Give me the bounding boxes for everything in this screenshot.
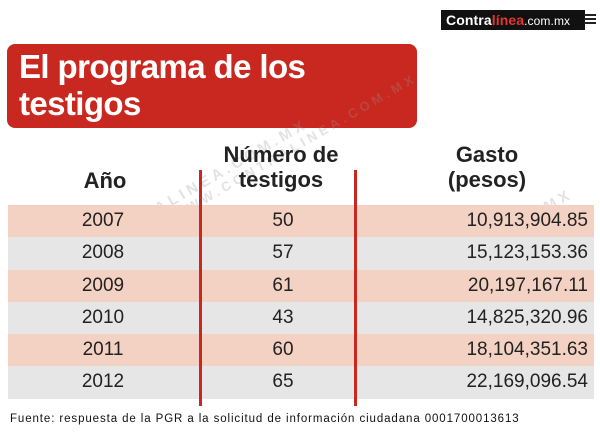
brand-part-linea: línea (491, 12, 525, 28)
cell-witnesses: 60 (272, 339, 294, 361)
cell-witnesses: 43 (272, 306, 294, 328)
title-banner: El programa de los testigos colaboradore… (7, 44, 417, 159)
cell-witnesses: 61 (272, 274, 294, 296)
cell-year: 2011 (82, 339, 124, 361)
cell-year: 2010 (81, 306, 125, 328)
cell-expense: 15,123,153.36 (466, 242, 588, 264)
cell-witnesses: 65 (272, 371, 294, 393)
brand-stripes (584, 14, 596, 26)
header-expense: Gasto (pesos) (392, 142, 582, 192)
source-note: Fuente: respuesta de la PGR a la solicit… (10, 413, 520, 425)
header-number-of-witnesses: Número de testigos (206, 142, 356, 192)
cell-witnesses: 50 (272, 210, 294, 231)
brand-part-contra: Contra (446, 12, 492, 28)
cell-witnesses: 57 (272, 242, 294, 264)
brand-logo: Contralínea.com.mx (441, 10, 585, 30)
cell-expense: 22,169,096.54 (466, 371, 588, 393)
cell-expense: 10,913,904.85 (466, 210, 588, 231)
table-row: 2009 61 20,197,167.11 (8, 269, 594, 302)
column-divider (199, 170, 202, 406)
header-number-line-2: testigos (238, 167, 324, 192)
header-expense-line-2: (pesos) (447, 167, 527, 192)
brand-part-domain: .com.mx (524, 14, 571, 28)
cell-expense: 20,197,167.11 (467, 274, 588, 296)
column-divider (354, 170, 357, 406)
cell-expense: 14,825,320.96 (466, 306, 588, 328)
title-line-1: El programa de los testigos (19, 48, 306, 122)
cell-year: 2007 (81, 210, 125, 231)
table-row: 2008 57 15,123,153.36 (8, 237, 594, 270)
header-expense-line-1: Gasto (455, 142, 519, 167)
table-row: 2010 43 14,825,320.96 (8, 301, 594, 335)
cell-expense: 18,104,351.63 (466, 339, 588, 361)
cell-year: 2009 (81, 274, 125, 296)
table-row: 2012 65 22,169,096.54 (8, 366, 594, 399)
cell-year: 2012 (81, 371, 125, 393)
table-row: 2011 60 18,104,351.63 (8, 334, 594, 367)
title-line-2: colaboradores de la PGR (19, 122, 398, 159)
header-year: Año (83, 168, 127, 193)
header-number-line-1: Número de (223, 142, 339, 167)
cell-year: 2008 (81, 242, 125, 264)
table-body: 2007 50 10,913,904.85 2008 57 15,123,153… (8, 205, 594, 399)
table-row: 2007 50 10,913,904.85 (8, 205, 594, 238)
table-header: Año Número de testigos Gasto (pesos) (0, 140, 600, 202)
